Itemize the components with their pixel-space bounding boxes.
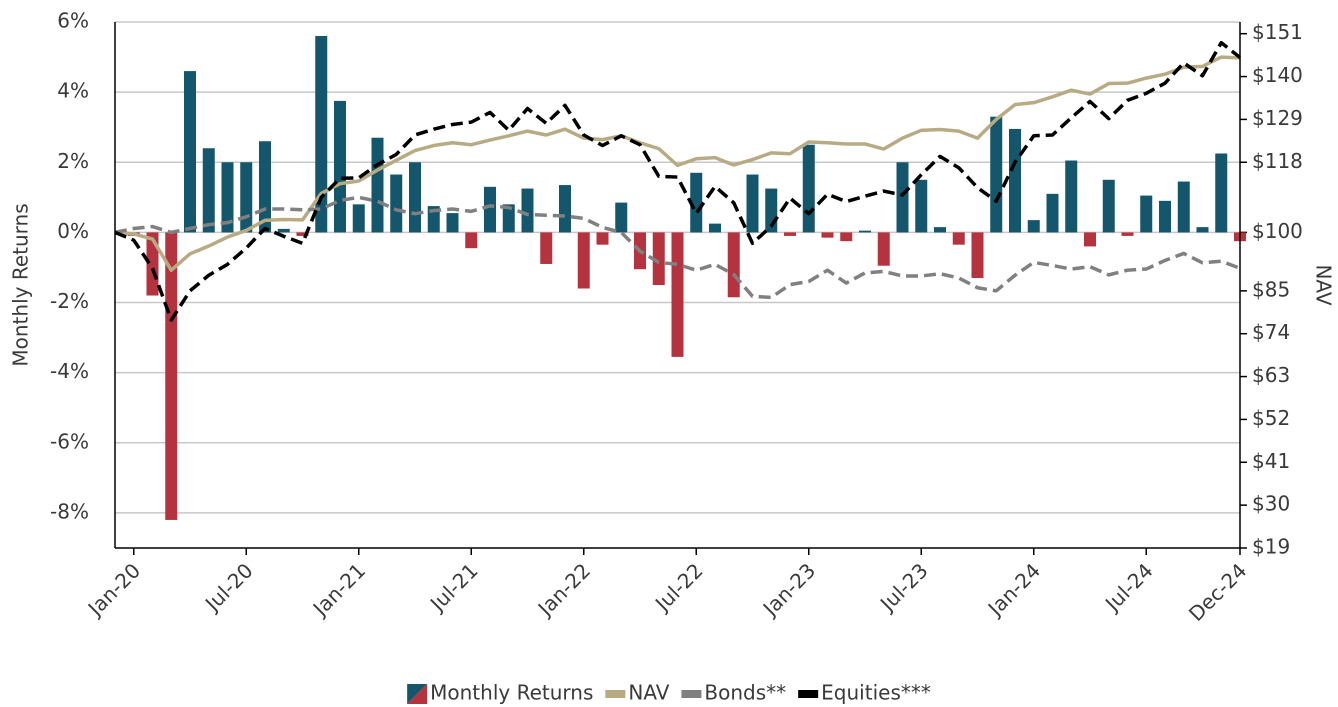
legend-label: NAV bbox=[628, 681, 669, 705]
bar bbox=[240, 162, 253, 233]
bar bbox=[709, 223, 721, 233]
bar bbox=[1009, 128, 1021, 233]
bar bbox=[934, 227, 946, 233]
bar bbox=[671, 232, 684, 357]
y2-tick-label: $100 bbox=[1252, 219, 1303, 243]
bar bbox=[1084, 232, 1096, 247]
bar bbox=[1177, 181, 1190, 233]
bar bbox=[221, 162, 234, 233]
bar bbox=[390, 174, 403, 233]
y-tick-label: -8% bbox=[50, 499, 89, 523]
bar bbox=[540, 232, 553, 264]
bar bbox=[446, 213, 459, 233]
bar bbox=[727, 232, 740, 298]
bar bbox=[859, 230, 871, 233]
legend-swatch bbox=[798, 690, 819, 698]
bar bbox=[821, 232, 834, 238]
bar bbox=[840, 232, 853, 242]
y2-tick-label: $151 bbox=[1252, 20, 1303, 44]
y2-tick-label: $52 bbox=[1252, 406, 1290, 430]
y2-tick-label: $129 bbox=[1252, 106, 1303, 130]
bar bbox=[1196, 227, 1209, 233]
bar bbox=[915, 179, 928, 233]
bar bbox=[202, 148, 215, 233]
x-tick-label: Jan-22 bbox=[532, 558, 595, 621]
bar bbox=[521, 188, 534, 233]
y-tick-label: 4% bbox=[57, 79, 89, 103]
x-tick-label: Jul-22 bbox=[649, 558, 708, 617]
legend-label: Monthly Returns bbox=[430, 681, 593, 705]
bar bbox=[371, 137, 384, 233]
line-1 bbox=[114, 55, 1241, 272]
legend-label: Bonds** bbox=[704, 681, 786, 705]
y-axis-title: Monthly Returns bbox=[9, 203, 33, 366]
bar bbox=[409, 162, 421, 233]
y-tick-label: 2% bbox=[57, 149, 89, 173]
bar bbox=[1140, 195, 1153, 233]
bar bbox=[746, 174, 759, 233]
bar bbox=[165, 232, 178, 520]
y2-tick-label: $85 bbox=[1252, 277, 1290, 301]
x-tick-label: Jul-23 bbox=[874, 558, 933, 617]
bar bbox=[1027, 220, 1040, 233]
bar bbox=[784, 232, 796, 236]
bar bbox=[277, 228, 290, 233]
bar bbox=[1159, 200, 1171, 233]
bar bbox=[690, 172, 703, 233]
y-tick-label: 0% bbox=[57, 219, 89, 243]
bar bbox=[1102, 179, 1115, 233]
y2-tick-label: $41 bbox=[1252, 449, 1290, 473]
bar bbox=[1065, 160, 1078, 233]
bar bbox=[952, 232, 965, 245]
bar bbox=[1046, 193, 1059, 233]
x-tick-label: Jul-20 bbox=[199, 558, 258, 617]
bar bbox=[296, 232, 309, 236]
x-tick-label: Jan-20 bbox=[82, 558, 145, 621]
bar bbox=[352, 204, 365, 233]
y-tick-label: -2% bbox=[50, 289, 89, 313]
legend-swatch bbox=[407, 684, 428, 704]
y-tick-label: -4% bbox=[50, 359, 89, 383]
bar bbox=[1121, 232, 1134, 236]
y2-tick-label: $118 bbox=[1252, 149, 1303, 173]
bar bbox=[184, 71, 196, 233]
y2-tick-label: $30 bbox=[1252, 492, 1290, 516]
legend-swatch bbox=[605, 690, 626, 698]
bar bbox=[615, 202, 628, 233]
y-tick-label: 6% bbox=[57, 9, 89, 33]
x-tick-label: Jan-23 bbox=[757, 558, 820, 621]
legend-label: Equities*** bbox=[821, 681, 931, 705]
y2-tick-label: $63 bbox=[1252, 363, 1290, 387]
legend: Monthly Returns NAV Bonds** Equities*** bbox=[407, 681, 931, 705]
bar bbox=[559, 185, 571, 233]
y2-tick-label: $19 bbox=[1252, 535, 1290, 559]
y2-axis-title: NAV bbox=[1312, 264, 1336, 305]
bar bbox=[577, 232, 590, 289]
bar bbox=[971, 232, 984, 278]
x-tick-label: Jul-24 bbox=[1099, 558, 1158, 617]
bar bbox=[465, 232, 478, 249]
legend-swatch bbox=[681, 690, 702, 698]
bar bbox=[502, 204, 515, 233]
plot-area bbox=[114, 36, 1246, 520]
y2-tick-label: $140 bbox=[1252, 63, 1303, 87]
x-tick-label: Jul-21 bbox=[424, 558, 483, 617]
bar bbox=[596, 232, 609, 245]
bar bbox=[896, 162, 909, 233]
bar bbox=[484, 186, 496, 233]
y2-tick-label: $74 bbox=[1252, 320, 1290, 344]
x-tick-label: Jan-21 bbox=[307, 558, 370, 621]
y-tick-label: -6% bbox=[50, 429, 89, 453]
x-tick-label: Jan-24 bbox=[982, 558, 1045, 621]
x-tick-label: Dec-24 bbox=[1184, 558, 1251, 625]
bar bbox=[802, 144, 815, 233]
bar bbox=[315, 36, 328, 233]
bar bbox=[877, 232, 890, 266]
bar bbox=[1215, 153, 1228, 233]
line-3 bbox=[114, 40, 1242, 322]
bar bbox=[990, 116, 1003, 233]
bar bbox=[652, 232, 665, 285]
bar bbox=[334, 100, 346, 233]
